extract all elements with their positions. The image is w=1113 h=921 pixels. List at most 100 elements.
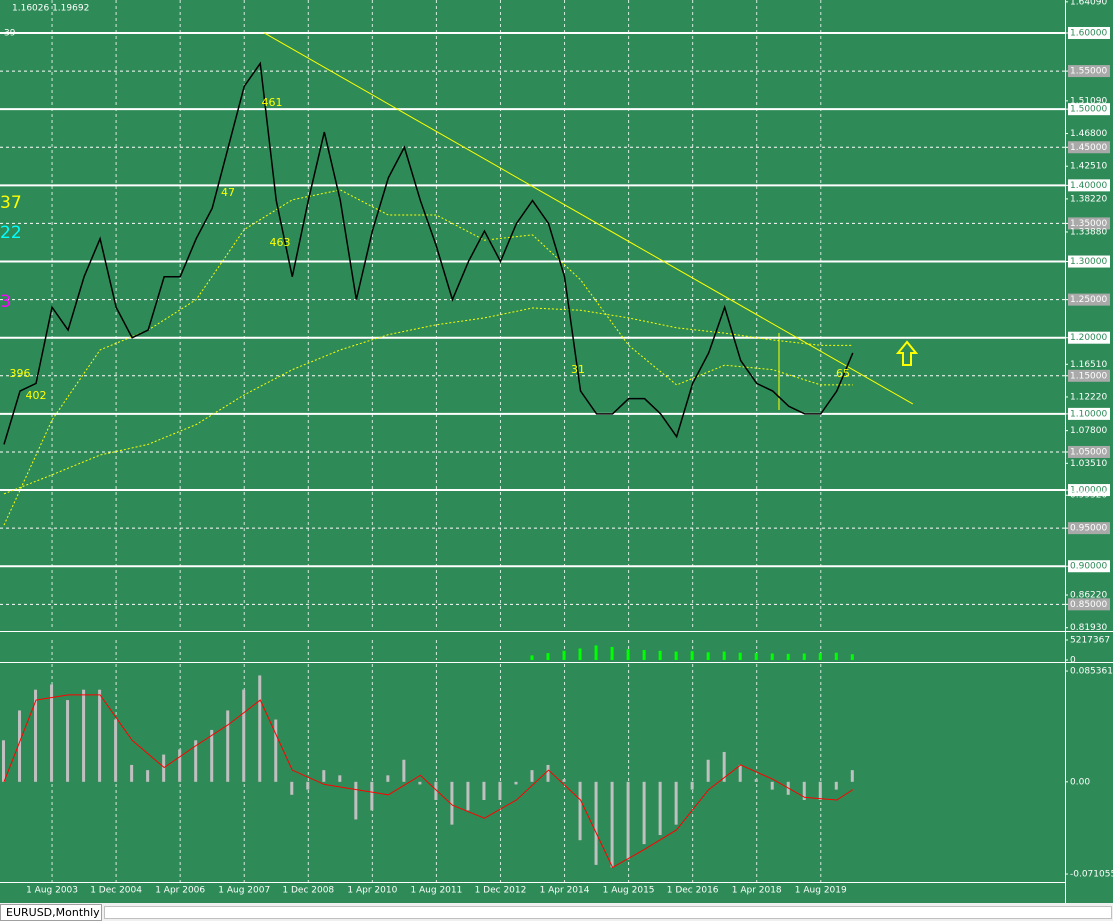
macd-bar bbox=[306, 781, 310, 790]
macd-bar bbox=[386, 775, 390, 782]
tick-box bbox=[1068, 445, 1110, 458]
annotation: 396 bbox=[10, 367, 31, 380]
macd-bar bbox=[498, 781, 502, 800]
price-line bbox=[3, 61, 854, 445]
tick-box bbox=[1068, 217, 1110, 230]
x-tick-label: 1 Dec 2016 bbox=[667, 886, 719, 896]
scrollbar[interactable] bbox=[104, 906, 1112, 919]
macd-bar bbox=[34, 689, 38, 782]
y-tick-label: 1.30000 bbox=[1070, 257, 1107, 267]
x-tick-label: 1 Aug 2015 bbox=[603, 886, 655, 896]
macd-bar bbox=[482, 781, 486, 800]
y-tick-label: 1.25000 bbox=[1070, 295, 1107, 305]
volume-bar bbox=[706, 652, 710, 660]
macd-bar bbox=[194, 740, 198, 782]
y-tick-label: 1.46800 bbox=[1070, 129, 1107, 139]
up-arrow bbox=[895, 340, 919, 366]
y-tick-label: 0.99320 bbox=[1070, 491, 1107, 501]
macd-bar bbox=[642, 781, 646, 845]
y-tick-label: 1.33880 bbox=[1070, 227, 1107, 237]
macd-bar bbox=[434, 781, 438, 800]
macd-bar bbox=[2, 740, 6, 782]
macd-bar bbox=[354, 781, 358, 820]
macd-bar bbox=[530, 770, 534, 782]
y-tick-label: 1.12220 bbox=[1070, 392, 1107, 402]
macd-bar bbox=[674, 781, 678, 825]
macd-bar bbox=[610, 781, 614, 868]
y-tick-label: 1.42510 bbox=[1070, 162, 1107, 172]
macd-bar bbox=[802, 781, 806, 800]
macd-bar bbox=[18, 710, 22, 782]
x-tick-label: 1 Dec 2008 bbox=[282, 886, 334, 896]
macd-bar bbox=[210, 729, 214, 782]
macd-bar bbox=[514, 781, 518, 785]
macd-bar bbox=[258, 675, 262, 782]
tick-box bbox=[1068, 331, 1110, 344]
volume-bar bbox=[594, 645, 598, 660]
y-tick-label: 0.00 bbox=[1070, 777, 1090, 787]
macd-bar bbox=[706, 759, 710, 782]
y-tick-label: -0.071055 bbox=[1070, 870, 1113, 880]
annotation: 402 bbox=[26, 389, 47, 402]
x-tick-label: 1 Dec 2012 bbox=[475, 886, 527, 896]
macd-bar bbox=[322, 770, 326, 782]
x-tick-label: 1 Apr 2018 bbox=[732, 886, 782, 896]
x-tick-label: 1 Apr 2010 bbox=[347, 886, 397, 896]
y-tick-label: 1.51090 bbox=[1070, 96, 1107, 106]
macd-bar bbox=[770, 781, 774, 790]
annotation: 31 bbox=[571, 363, 585, 376]
side-label: 37 bbox=[0, 193, 22, 213]
macd-bar bbox=[114, 719, 118, 782]
volume-bar bbox=[626, 649, 630, 660]
tab-label[interactable]: EURUSD,Monthly bbox=[6, 906, 100, 919]
y-tick-label: 1.10000 bbox=[1070, 409, 1107, 419]
macd-bar bbox=[722, 751, 726, 782]
annotation: 463 bbox=[270, 236, 291, 249]
macd-bar bbox=[578, 781, 582, 841]
y-tick-label: 1.03510 bbox=[1070, 459, 1107, 469]
y-tick-label: 0.86220 bbox=[1070, 591, 1107, 601]
volume-bar bbox=[802, 653, 806, 660]
macd-bar bbox=[658, 781, 662, 836]
volume-bar bbox=[530, 655, 534, 660]
macd-bar bbox=[466, 781, 470, 811]
tick-box bbox=[1068, 141, 1110, 154]
volume-bar bbox=[562, 650, 566, 660]
tick-box bbox=[1068, 103, 1110, 116]
macd-bar bbox=[850, 770, 854, 782]
macd-bar bbox=[450, 781, 454, 825]
y-tick-label: 1.64090 bbox=[1070, 0, 1107, 7]
y-tick-label: 1.07800 bbox=[1070, 426, 1107, 436]
macd-bar bbox=[834, 781, 838, 790]
y-tick-label: 1.35000 bbox=[1070, 219, 1107, 229]
annotation: 47 bbox=[221, 186, 235, 199]
x-tick-label: 1 Apr 2006 bbox=[155, 886, 205, 896]
annotation: 65 bbox=[836, 367, 850, 380]
macd-bar bbox=[66, 700, 70, 782]
macd-bar bbox=[338, 775, 342, 782]
tick-box bbox=[1068, 407, 1110, 420]
y-tick-label: 1.60000 bbox=[1070, 28, 1107, 38]
macd-bar bbox=[290, 781, 294, 795]
y-tick-label: 1.16510 bbox=[1070, 360, 1107, 370]
macd-bar bbox=[690, 781, 694, 790]
x-tick-label: 1 Dec 2004 bbox=[90, 886, 142, 896]
volume-bar bbox=[834, 652, 838, 660]
y-tick-label: 0.81930 bbox=[1070, 623, 1107, 633]
y-tick-label: 1.45000 bbox=[1070, 143, 1107, 153]
macd-bar bbox=[626, 781, 630, 860]
tick-box bbox=[1068, 179, 1110, 192]
x-tick-label: 1 Apr 2014 bbox=[540, 886, 590, 896]
trendline bbox=[263, 32, 914, 405]
volume-bar bbox=[690, 651, 694, 660]
y-tick-label: 1.38220 bbox=[1070, 194, 1107, 204]
macd-bar bbox=[418, 781, 422, 785]
y-tick-label: 0.90000 bbox=[1070, 562, 1107, 572]
tick-box bbox=[1068, 293, 1110, 306]
moving-average bbox=[3, 307, 853, 495]
y-tick-label: 0.085361 bbox=[1070, 667, 1113, 677]
tick-box bbox=[1068, 522, 1110, 535]
